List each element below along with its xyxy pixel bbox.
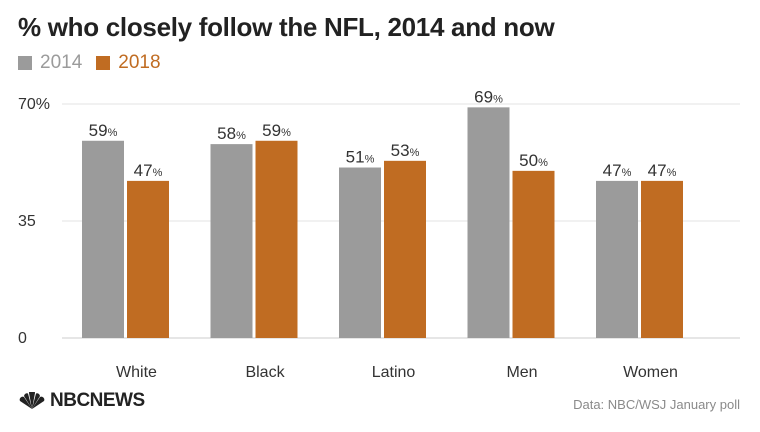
data-label: 47% (648, 161, 677, 180)
source-note: Data: NBC/WSJ January poll (573, 397, 740, 412)
data-label: 50% (519, 151, 548, 170)
bar (467, 107, 510, 338)
bar (512, 170, 555, 338)
data-label: 51% (346, 148, 375, 167)
bar (384, 160, 426, 338)
legend-label-2018: 2018 (118, 52, 161, 73)
y-tick-label: 70% (18, 96, 50, 113)
logo-text: NBCNEWS (50, 390, 145, 411)
x-tick-label: Men (506, 364, 537, 381)
x-tick-label: Black (245, 364, 285, 381)
data-label: 59% (89, 121, 118, 140)
bar (127, 180, 169, 338)
x-tick-label: Women (623, 364, 678, 381)
y-tick-label: 0 (18, 330, 27, 347)
bar (641, 180, 683, 338)
bar (596, 180, 638, 338)
data-label: 59% (262, 121, 291, 140)
legend-label-2014: 2014 (40, 52, 83, 73)
legend-item-2018: 2018 (96, 52, 161, 74)
x-tick-label: Latino (372, 364, 416, 381)
data-label: 58% (217, 124, 246, 143)
legend-item-2014: 2014 (18, 52, 82, 74)
bar (82, 140, 124, 338)
data-label: 69% (474, 87, 503, 106)
y-tick-label: 35 (18, 213, 36, 230)
legend-swatch-2014 (18, 56, 32, 70)
bar (255, 140, 298, 338)
legend-swatch-2018 (96, 56, 111, 70)
data-label: 47% (603, 161, 632, 180)
legend: 2014 2018 (18, 52, 175, 74)
nbc-news-logo: NBCNEWS (18, 390, 145, 412)
bar (339, 167, 381, 338)
peacock-icon (19, 392, 45, 409)
bar (210, 144, 253, 338)
chart-title: % who closely follow the NFL, 2014 and n… (18, 12, 555, 42)
data-label: 53% (391, 141, 420, 160)
x-tick-label: White (116, 364, 157, 381)
data-label: 47% (134, 161, 163, 180)
